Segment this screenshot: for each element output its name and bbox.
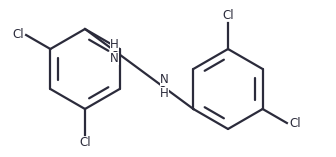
Text: H: H [110,38,119,51]
Text: N: N [160,73,168,86]
Text: N: N [110,52,119,65]
Text: Cl: Cl [222,9,234,22]
Text: Cl: Cl [289,116,300,130]
Text: Cl: Cl [12,29,24,41]
Text: H: H [160,87,168,100]
Text: Cl: Cl [79,136,91,149]
